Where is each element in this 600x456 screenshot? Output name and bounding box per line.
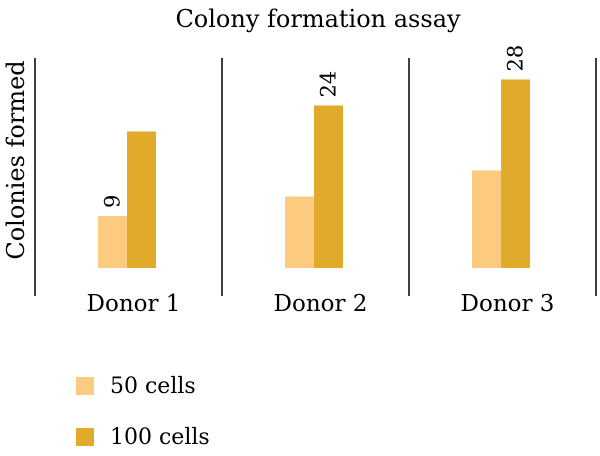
bar-2-1 (127, 131, 156, 268)
legend: 50 cells 100 cells (76, 374, 210, 450)
legend-label-1: 50 cells (110, 374, 196, 399)
bar-2-3 (501, 79, 530, 268)
data-label-2: 24 (317, 71, 341, 98)
chart-title: Colony formation assay (175, 5, 461, 33)
legend-swatch-1 (76, 377, 94, 395)
legend-swatch-2 (76, 428, 94, 446)
data-label-3: 28 (504, 45, 528, 72)
data-labels: 9 24 28 (101, 45, 528, 208)
data-label-1: 9 (101, 195, 125, 208)
bar-1-3 (472, 170, 501, 268)
category-label-1: Donor 1 (87, 291, 181, 317)
category-labels: Donor 1 Donor 2 Donor 3 (87, 291, 555, 317)
panel-separators (34, 58, 597, 296)
y-axis-label: Colonies formed (2, 60, 30, 259)
bar-1-2 (285, 196, 314, 268)
bar-1-1 (98, 216, 127, 268)
bar-2-2 (314, 105, 343, 268)
legend-label-2: 100 cells (110, 425, 210, 450)
category-label-2: Donor 2 (274, 291, 368, 317)
category-label-3: Donor 3 (461, 291, 555, 317)
bars (98, 79, 530, 268)
